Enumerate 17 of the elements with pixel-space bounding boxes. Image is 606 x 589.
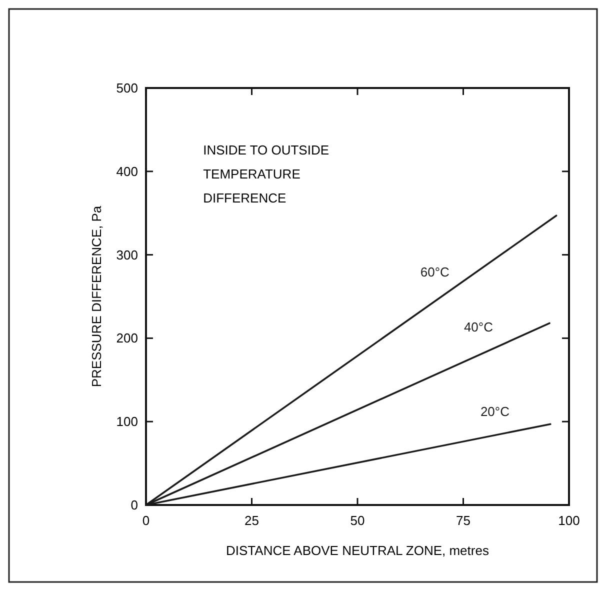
annotation: INSIDE TO OUTSIDE TEMPERATURE DIFFERENCE [203,142,330,206]
x-tick-label: 50 [350,513,365,528]
series-label: 60°C [420,264,450,280]
x-tick-label: 0 [142,513,150,528]
series-label: 20°C [480,404,510,419]
x-tick-label: 75 [456,513,470,528]
y-tick-label: 300 [116,247,138,262]
y-tick-label: 0 [130,498,138,512]
y-tick-label: 200 [116,330,138,346]
x-tick-label: 100 [558,513,580,528]
y-tick-label: 100 [116,414,138,430]
y-tick-label: 500 [116,80,138,96]
y-axis-title: PRESSURE DIFFERENCE, Pa [89,205,104,388]
y-tick-label: 400 [116,164,138,179]
series-label: 40°C [464,320,493,335]
x-tick-label: 25 [244,513,259,528]
x-axis-title: DISTANCE ABOVE NEUTRAL ZONE, metres [226,543,490,558]
